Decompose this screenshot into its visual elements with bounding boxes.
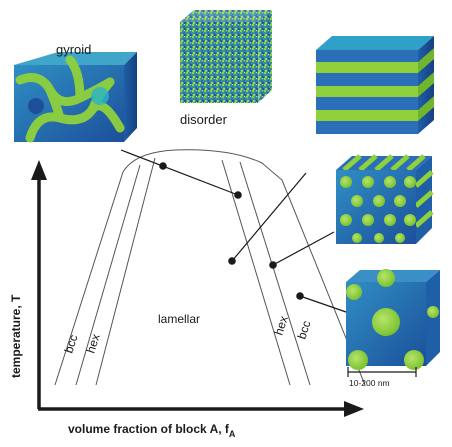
- x-axis-label-main: volume fraction of block A, f: [68, 422, 230, 436]
- y-axis-label: temperature, T: [9, 294, 23, 378]
- bcc-hex-boundary-right: [239, 161, 311, 386]
- label-gyroid: gyroid: [56, 42, 91, 57]
- phase-label-bcc-left: bcc: [62, 333, 81, 355]
- label-disorder: disorder: [180, 112, 228, 127]
- pointer-dot-bcc: [296, 292, 304, 300]
- x-axis-label-subscript: A: [229, 429, 236, 439]
- x-axis-arrow: [344, 401, 364, 417]
- hex-lamellar-boundary-right: [221, 159, 291, 386]
- pointer-dot-disorder: [159, 162, 167, 170]
- phase-label-lamellar: lamellar: [158, 312, 200, 326]
- x-axis-label: volume fraction of block A, fA: [68, 422, 236, 439]
- hex-cube: [336, 154, 434, 244]
- pointer-dot-hex: [269, 261, 277, 269]
- pointers: [120, 149, 347, 313]
- disorder-cube: [180, 10, 272, 103]
- phase-boundaries: [54, 149, 366, 386]
- pointer-lamellar: [231, 172, 307, 262]
- scale-bar-label: 10-200 nm: [349, 378, 390, 388]
- phase-label-hex-right: hex: [272, 314, 291, 337]
- lamellar-cube: [316, 36, 434, 134]
- bcc-cube: [346, 269, 440, 370]
- pointer-hex: [272, 231, 335, 266]
- phase-label-hex-left: hex: [84, 332, 103, 355]
- order-disorder-boundary: [54, 149, 366, 386]
- gyroid-cube: [14, 52, 137, 143]
- axes: [31, 160, 364, 417]
- y-axis-arrow: [31, 160, 47, 180]
- bcc-hex-boundary-left: [75, 164, 141, 386]
- pointer-bcc: [299, 295, 347, 313]
- pointer-dot-lamellar: [228, 257, 236, 265]
- phase-label-bcc-right: bcc: [295, 319, 314, 341]
- hex-lamellar-boundary-left: [95, 157, 156, 386]
- pointer-gyroid: [120, 149, 239, 196]
- pointer-dot-gyroid: [234, 191, 242, 199]
- scale-bar: [347, 367, 417, 377]
